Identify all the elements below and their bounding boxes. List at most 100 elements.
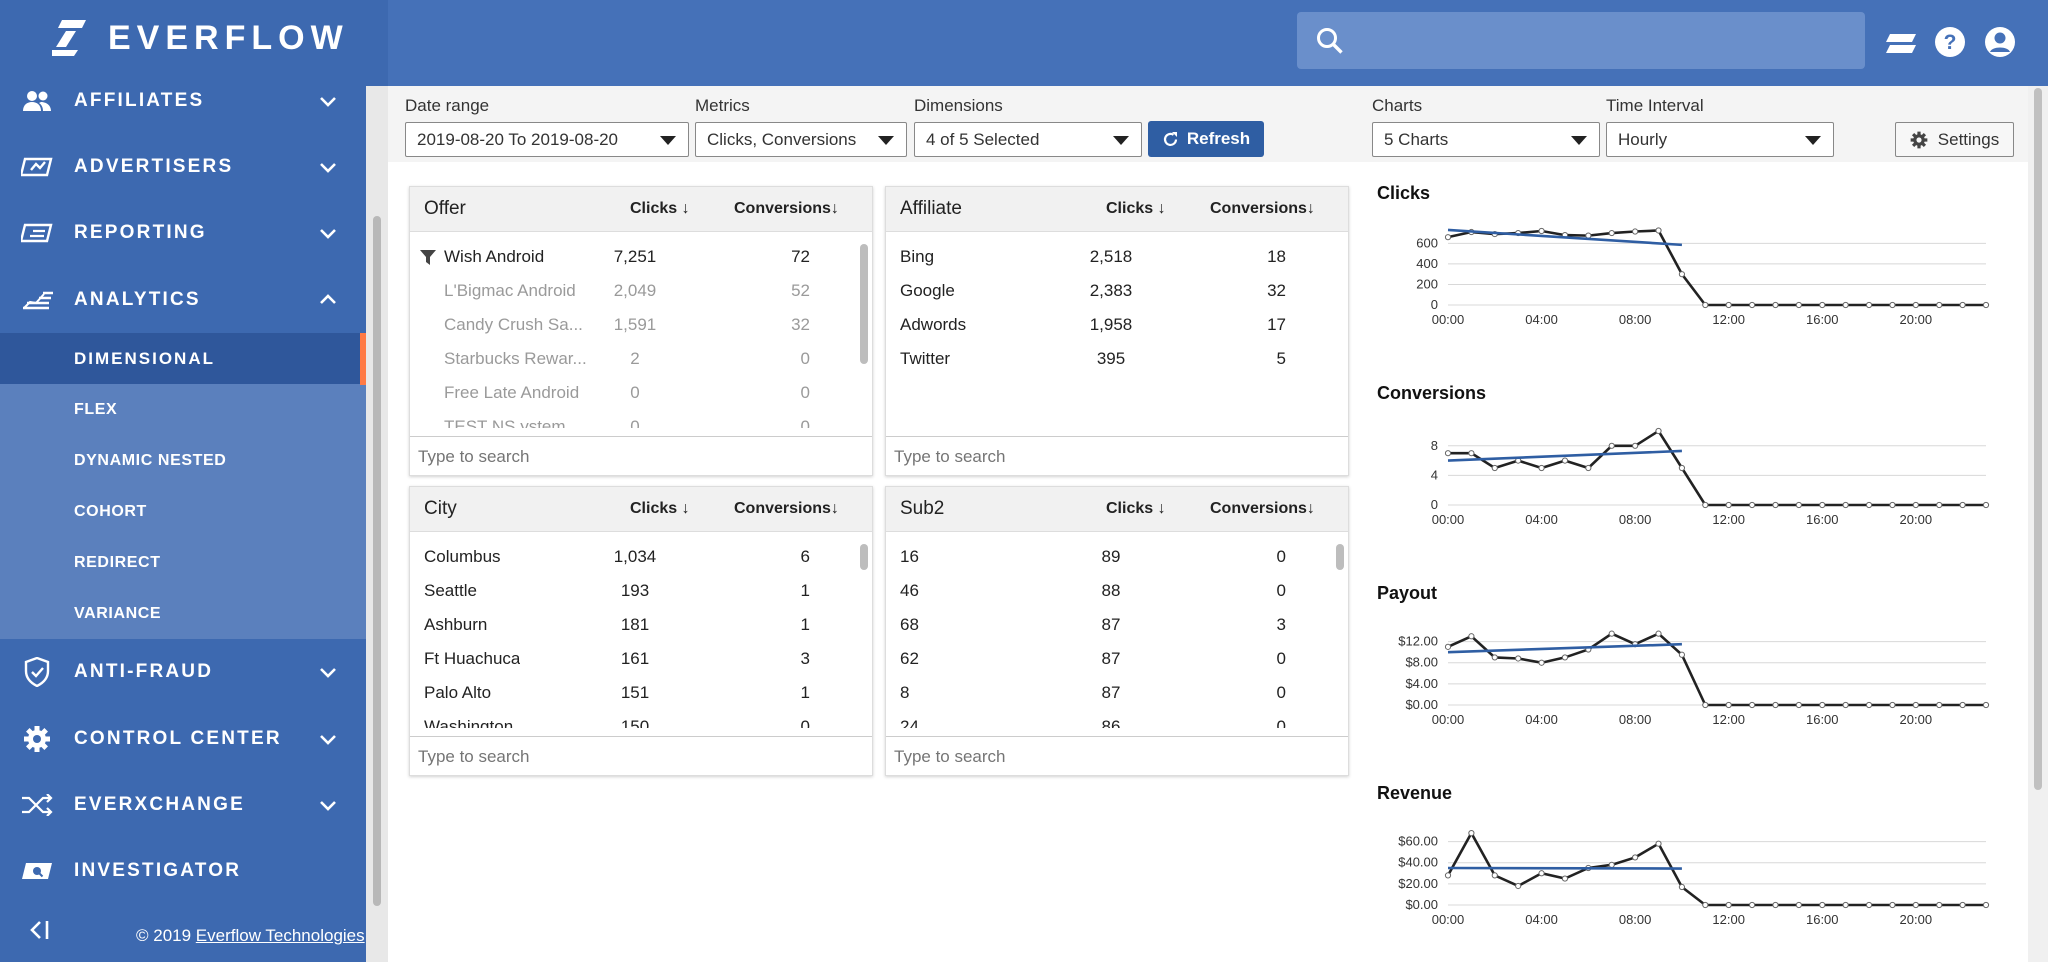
data-point[interactable] (1819, 701, 1826, 709)
data-point[interactable] (1795, 901, 1802, 909)
metrics-select[interactable]: Clicks, Conversions (695, 122, 907, 157)
data-point[interactable] (1842, 901, 1849, 909)
data-point[interactable] (1865, 501, 1873, 509)
tickets-icon[interactable] (1884, 24, 1920, 60)
data-point[interactable] (1889, 901, 1896, 909)
table-row[interactable]: Seattle 193 1 (410, 574, 850, 608)
data-point[interactable] (1748, 301, 1756, 309)
sidebar-subitem-cohort[interactable]: COHORT (0, 486, 366, 537)
data-point[interactable] (1772, 301, 1779, 309)
sidebar-subitem-redirect[interactable]: REDIRECT (0, 537, 366, 588)
table-row[interactable]: 24 86 0 (886, 710, 1326, 728)
conversions-sort-header[interactable]: Conversions↓ (734, 200, 839, 218)
data-point[interactable] (1982, 701, 1990, 709)
data-point[interactable] (1585, 464, 1592, 472)
data-point[interactable] (1795, 701, 1802, 709)
data-point[interactable] (1889, 701, 1896, 709)
table-scrollbar-thumb[interactable] (860, 244, 868, 364)
data-point[interactable] (1959, 901, 1966, 909)
sidebar-item-advertisers[interactable]: ADVERTISERS (0, 135, 366, 199)
data-point[interactable] (1865, 301, 1873, 309)
data-point[interactable] (1795, 301, 1802, 309)
data-point[interactable] (1725, 501, 1732, 509)
data-point[interactable] (1678, 464, 1686, 472)
data-point[interactable] (1655, 840, 1662, 847)
data-point[interactable] (1725, 901, 1732, 909)
sidebar-subitem-dimensional[interactable]: DIMENSIONAL (0, 333, 366, 384)
time-interval-select[interactable]: Hourly (1606, 122, 1834, 157)
sidebar-item-analytics[interactable]: ANALYTICS (0, 268, 366, 332)
data-point[interactable] (1468, 830, 1475, 837)
table-search-input[interactable] (894, 445, 1334, 469)
sidebar-item-reporting[interactable]: REPORTING (0, 201, 366, 265)
data-point[interactable] (1515, 882, 1522, 890)
account-icon[interactable] (1982, 24, 2018, 60)
data-point[interactable] (1912, 701, 1919, 709)
data-point[interactable] (1538, 870, 1545, 877)
data-point[interactable] (1491, 654, 1498, 661)
data-point[interactable] (1491, 872, 1498, 879)
global-search[interactable] (1297, 12, 1865, 69)
table-row[interactable]: Twitter 395 5 (886, 342, 1326, 376)
data-point[interactable] (1936, 701, 1943, 709)
clicks-sort-header[interactable]: Clicks ↓ (1106, 200, 1166, 218)
data-point[interactable] (1444, 643, 1452, 650)
data-point[interactable] (1842, 301, 1849, 309)
refresh-button[interactable]: Refresh (1148, 121, 1264, 157)
data-point[interactable] (1608, 229, 1615, 237)
table-scrollbar[interactable] (1333, 544, 1347, 726)
data-point[interactable] (1678, 883, 1686, 891)
help-icon[interactable]: ? (1932, 24, 1968, 60)
data-point[interactable] (1538, 659, 1545, 666)
dimensions-select[interactable]: 4 of 5 Selected (914, 122, 1142, 157)
data-point[interactable] (1959, 501, 1966, 509)
data-point[interactable] (1608, 861, 1615, 868)
table-row[interactable]: Ashburn 181 1 (410, 608, 850, 642)
data-point[interactable] (1936, 901, 1943, 909)
table-row[interactable]: Columbus 1,034 6 (410, 540, 850, 574)
settings-button[interactable]: Settings (1895, 122, 2014, 157)
sidebar-scrollbar-thumb[interactable] (373, 216, 381, 906)
data-point[interactable] (1912, 501, 1919, 509)
data-point[interactable] (1819, 301, 1826, 309)
data-point[interactable] (1889, 301, 1896, 309)
data-point[interactable] (1795, 501, 1802, 509)
data-point[interactable] (1842, 701, 1849, 709)
table-scrollbar-thumb[interactable] (1336, 544, 1344, 570)
data-point[interactable] (1772, 501, 1779, 509)
data-point[interactable] (1819, 901, 1826, 909)
table-row[interactable]: Ft Huachuca 161 3 (410, 642, 850, 676)
clicks-sort-header[interactable]: Clicks ↓ (1106, 500, 1166, 518)
table-row[interactable]: Bing 2,518 18 (886, 240, 1326, 274)
data-point[interactable] (1444, 234, 1452, 241)
data-point[interactable] (1725, 701, 1732, 709)
data-point[interactable] (1959, 301, 1966, 309)
conversions-sort-header[interactable]: Conversions↓ (1210, 200, 1315, 218)
data-point[interactable] (1748, 901, 1756, 909)
table-row[interactable]: 8 87 0 (886, 676, 1326, 710)
table-row[interactable]: 16 89 0 (886, 540, 1326, 574)
table-row[interactable]: Free Late Android 0 0 (410, 376, 850, 410)
table-row[interactable]: Adwords 1,958 17 (886, 308, 1326, 342)
table-row[interactable]: Candy Crush Sa... 1,591 32 (410, 308, 850, 342)
data-point[interactable] (1748, 701, 1756, 709)
table-scrollbar[interactable] (857, 244, 871, 426)
table-row[interactable]: Palo Alto 151 1 (410, 676, 850, 710)
main-scrollbar[interactable] (2028, 86, 2048, 962)
table-row[interactable]: L'Bigmac Android 2,049 52 (410, 274, 850, 308)
data-point[interactable] (1515, 655, 1522, 662)
data-point[interactable] (1491, 464, 1498, 472)
sidebar-subitem-variance[interactable]: VARIANCE (0, 588, 366, 639)
table-row[interactable]: 46 88 0 (886, 574, 1326, 608)
table-scrollbar[interactable] (857, 544, 871, 726)
data-point[interactable] (1444, 872, 1452, 879)
data-point[interactable] (1538, 227, 1545, 235)
data-point[interactable] (1819, 501, 1826, 509)
sidebar-item-investigator[interactable]: INVESTIGATOR (0, 839, 366, 903)
data-point[interactable] (1655, 427, 1662, 435)
table-row[interactable]: Wish Android 7,251 72 (410, 240, 850, 274)
data-point[interactable] (1959, 701, 1966, 709)
table-row[interactable]: 68 87 3 (886, 608, 1326, 642)
data-point[interactable] (1982, 301, 1990, 309)
filter-icon[interactable] (420, 250, 436, 265)
